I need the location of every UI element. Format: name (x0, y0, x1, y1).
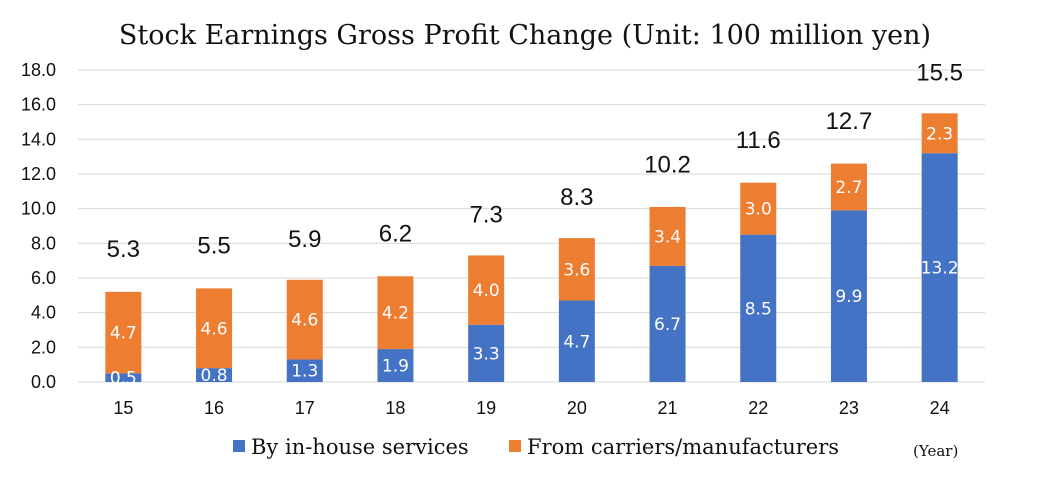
bar-in-house (377, 349, 414, 382)
data-label-in-house: 3.3 (473, 344, 500, 364)
x-axis-ticks: 15 16 17 18 19 20 21 22 23 24 (113, 398, 949, 418)
total-label: 8.3 (560, 184, 593, 211)
total-label: 7.3 (469, 202, 502, 229)
legend-swatch-in-house (233, 440, 245, 452)
y-tick-label: 2.0 (31, 337, 56, 357)
data-label-carriers: 4.6 (201, 319, 228, 339)
bars: 0.5 4.7 5.3 0.8 4.6 5.5 1.3 4.6 5.9 1.9 4.2 6.2 3.3 4… (105, 59, 963, 389)
bar-carriers (105, 291, 142, 374)
bar-carriers (286, 279, 323, 360)
y-tick-label: 8.0 (31, 233, 56, 253)
bar-carriers (558, 238, 595, 301)
total-label: 5.9 (288, 226, 321, 253)
data-label-carriers: 4.6 (291, 311, 318, 331)
legend-label-carriers: From carriers/manufacturers (527, 435, 839, 459)
x-tick-label: 19 (476, 398, 496, 418)
bar-in-house (740, 234, 777, 382)
legend: By in-house services From carriers/manuf… (233, 435, 839, 459)
data-label-carriers: 2.7 (835, 178, 862, 198)
bar-carriers (196, 288, 233, 369)
total-label: 12.7 (826, 108, 873, 135)
x-tick-label: 21 (658, 398, 678, 418)
total-label: 5.5 (197, 233, 230, 260)
bar-in-house (830, 210, 867, 382)
y-tick-label: 0.0 (31, 372, 56, 392)
bar-in-house (196, 368, 233, 382)
legend-swatch-carriers (509, 440, 521, 452)
y-tick-label: 6.0 (31, 268, 56, 288)
bar-carriers (921, 113, 958, 154)
data-label-in-house: 0.5 (110, 369, 137, 389)
x-tick-label: 24 (930, 398, 950, 418)
data-label-in-house: 1.9 (382, 357, 409, 377)
bar-in-house (921, 153, 958, 382)
data-label-carriers: 3.4 (654, 227, 681, 247)
x-tick-label: 20 (567, 398, 587, 418)
data-label-in-house: 13.2 (921, 259, 959, 279)
data-label-carriers: 2.3 (926, 124, 953, 144)
x-tick-label: 17 (295, 398, 315, 418)
y-tick-label: 12.0 (21, 164, 56, 184)
x-axis-unit-label: (Year) (913, 442, 958, 460)
x-tick-label: 15 (113, 398, 133, 418)
total-label: 5.3 (107, 236, 140, 263)
x-tick-label: 23 (839, 398, 859, 418)
y-tick-label: 10.0 (21, 199, 56, 219)
total-label: 15.5 (916, 59, 963, 86)
bar-carriers (468, 255, 505, 325)
data-label-in-house: 8.5 (745, 299, 772, 319)
total-label: 6.2 (379, 221, 412, 248)
bar-in-house (649, 265, 686, 382)
data-label-carriers: 4.0 (473, 281, 500, 301)
data-label-in-house: 1.3 (291, 362, 318, 382)
y-axis-ticks: 0.0 2.0 4.0 6.0 8.0 10.0 12.0 14.0 16.0 18.0 (21, 60, 56, 392)
y-tick-label: 4.0 (31, 303, 56, 323)
bar-in-house (105, 373, 142, 382)
total-label: 11.6 (736, 127, 781, 154)
x-tick-label: 22 (748, 398, 768, 418)
data-label-in-house: 4.7 (563, 332, 590, 352)
y-tick-label: 14.0 (21, 129, 56, 149)
total-label: 10.2 (644, 151, 691, 178)
y-tick-label: 18.0 (21, 60, 56, 80)
data-label-in-house: 6.7 (654, 315, 681, 335)
data-label-carriers: 3.6 (563, 260, 590, 280)
bar-carriers (740, 182, 777, 235)
y-tick-label: 16.0 (21, 95, 56, 115)
chart-title: Stock Earnings Gross Profit Change (Unit… (119, 20, 931, 51)
bar-in-house (286, 359, 323, 382)
x-tick-label: 18 (385, 398, 405, 418)
data-label-carriers: 3.0 (745, 200, 772, 220)
legend-label-in-house: By in-house services (251, 435, 469, 459)
bar-carriers (830, 163, 867, 211)
data-label-carriers: 4.2 (382, 304, 409, 324)
bar-carriers (649, 206, 686, 266)
bar-in-house (558, 300, 595, 382)
x-tick-label: 16 (204, 398, 224, 418)
data-label-in-house: 0.8 (201, 366, 228, 386)
data-label-in-house: 9.9 (835, 287, 862, 307)
bar-in-house (468, 324, 505, 382)
data-label-carriers: 4.7 (110, 324, 137, 344)
bar-carriers (377, 276, 414, 350)
